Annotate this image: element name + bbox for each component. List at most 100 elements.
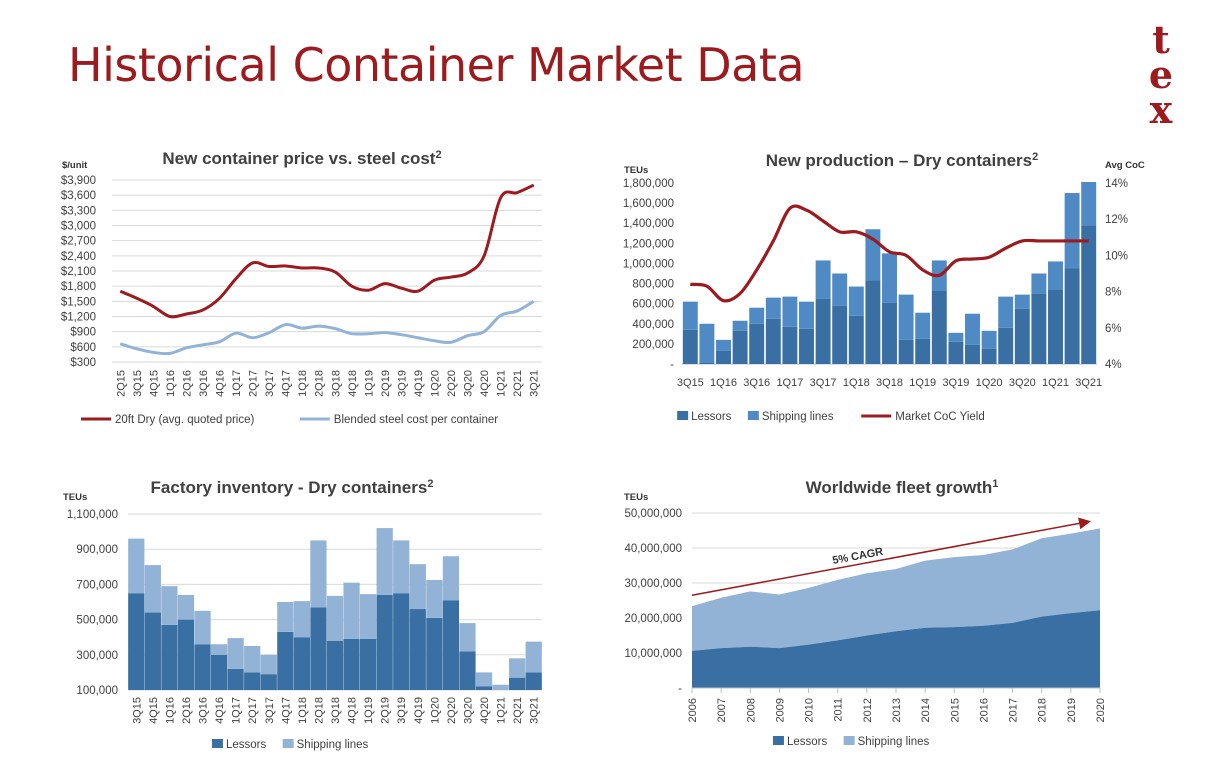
x-tick-label: 3Q20 bbox=[462, 697, 474, 724]
bar-segment bbox=[1031, 273, 1047, 294]
bar-segment bbox=[277, 631, 294, 690]
area-shipping-lines bbox=[692, 528, 1100, 651]
chart-title-superscript: 2 bbox=[427, 478, 433, 490]
legend-swatch bbox=[843, 736, 855, 745]
x-tick-label: 3Q21 bbox=[1075, 377, 1102, 389]
bar-segment bbox=[459, 623, 476, 652]
x-tick-label: 1Q21 bbox=[496, 370, 508, 397]
x-tick-label: 2Q16 bbox=[181, 370, 193, 397]
y-tick-label: 500,000 bbox=[76, 615, 118, 627]
x-tick-label: 2Q15 bbox=[115, 370, 127, 397]
x-tick-label: 2Q21 bbox=[512, 370, 524, 397]
y-tick-label: - bbox=[670, 359, 674, 371]
bar-segment bbox=[475, 686, 493, 690]
bar-segment bbox=[177, 594, 195, 620]
x-tick-label: 3Q20 bbox=[463, 370, 475, 397]
y-tick-label: $1,800 bbox=[61, 281, 96, 293]
y2-tick-label: 6% bbox=[1105, 323, 1122, 335]
chart-title-text: New container price vs. steel cost bbox=[162, 149, 435, 168]
y2-tick-label: 14% bbox=[1105, 178, 1128, 190]
bar-segment bbox=[326, 640, 344, 690]
x-tick-label: 3Q20 bbox=[1009, 377, 1036, 389]
bar-segment bbox=[998, 296, 1014, 328]
bar-segment bbox=[782, 326, 798, 364]
bar-segment bbox=[1064, 193, 1080, 269]
bar-segment bbox=[1064, 268, 1080, 364]
bar-segment bbox=[1081, 225, 1097, 364]
x-tick-label: 1Q20 bbox=[429, 697, 441, 724]
x-tick-label: 4Q15 bbox=[148, 370, 160, 397]
x-tick-label: 1Q18 bbox=[843, 377, 870, 389]
bar-segment bbox=[965, 313, 980, 345]
y-tick-label: $300 bbox=[70, 357, 96, 369]
bar-segment bbox=[815, 260, 831, 299]
x-tick-label: 4Q19 bbox=[413, 370, 425, 397]
chart-title: New production – Dry containers2 bbox=[766, 151, 1039, 170]
x-tick-label: 3Q17 bbox=[264, 697, 276, 724]
x-tick-label: 3Q16 bbox=[198, 370, 210, 397]
x-tick-label: 3Q16 bbox=[743, 377, 770, 389]
bar-segment bbox=[931, 290, 947, 364]
y-tick-label: $900 bbox=[70, 327, 96, 339]
bar-segment bbox=[716, 350, 731, 364]
y-tick-label: 10,000,000 bbox=[624, 648, 682, 660]
bar-segment bbox=[442, 556, 460, 601]
bar-segment bbox=[310, 540, 327, 608]
bar-segment bbox=[882, 253, 897, 303]
y2-tick-label: 12% bbox=[1105, 214, 1128, 226]
x-tick-label: 2014 bbox=[920, 698, 932, 722]
bar-segment bbox=[765, 297, 781, 319]
bar-segment bbox=[144, 565, 161, 613]
bar-segment bbox=[915, 312, 931, 339]
bar-segment bbox=[227, 638, 244, 669]
y-tick-label: $2,100 bbox=[61, 266, 96, 278]
bar-segment bbox=[227, 668, 244, 690]
x-tick-label: 1Q21 bbox=[1042, 377, 1069, 389]
chart-title-text: New production – Dry containers bbox=[766, 151, 1032, 170]
bar-segment bbox=[177, 619, 195, 690]
bar-segment bbox=[393, 540, 410, 594]
legend-swatch bbox=[677, 411, 689, 420]
y-tick-label: 1,100,000 bbox=[67, 509, 118, 521]
x-tick-label: 4Q15 bbox=[148, 697, 160, 724]
bar-segment bbox=[765, 318, 781, 364]
bar-segment bbox=[409, 609, 426, 690]
bar-segment bbox=[1014, 294, 1030, 309]
x-tick-label: 2020 bbox=[1095, 698, 1107, 722]
legend-label: Shipping lines bbox=[858, 736, 930, 748]
x-tick-label: 4Q18 bbox=[347, 370, 359, 397]
y-tick-label: 200,000 bbox=[632, 339, 674, 351]
bar-segment bbox=[360, 638, 377, 690]
y-tick-label: $1,500 bbox=[61, 296, 96, 308]
bar-segment bbox=[815, 298, 831, 364]
y-tick-label: $3,300 bbox=[61, 205, 96, 217]
page-title: Historical Container Market Data bbox=[68, 38, 805, 92]
bar-segment bbox=[749, 307, 765, 324]
bar-segment bbox=[310, 607, 327, 690]
x-tick-label: 1Q18 bbox=[297, 370, 309, 397]
cagr-arrow bbox=[691, 517, 1091, 596]
chart-title: Factory inventory - Dry containers2 bbox=[151, 478, 434, 497]
bar-segment bbox=[260, 654, 277, 675]
y-tick-label: 800,000 bbox=[632, 279, 674, 291]
y-tick-label: 1,000,000 bbox=[623, 258, 674, 270]
bar-segment bbox=[442, 600, 460, 690]
bar-segment bbox=[682, 301, 698, 330]
legend-swatch bbox=[747, 411, 759, 420]
bar-segment bbox=[409, 564, 426, 610]
y-tick-label: $3,000 bbox=[61, 221, 96, 233]
bar-segment bbox=[161, 624, 178, 690]
bar-segment bbox=[981, 330, 997, 349]
bar-segment bbox=[716, 339, 731, 351]
x-tick-label: 1Q17 bbox=[231, 370, 243, 397]
x-tick-label: 2006 bbox=[687, 698, 699, 722]
x-tick-label: 1Q19 bbox=[363, 370, 375, 397]
chart-title-superscript: 1 bbox=[992, 478, 998, 490]
y-tick-label: 1,200,000 bbox=[623, 238, 674, 250]
x-tick-label: 2009 bbox=[774, 698, 786, 722]
bar-segment bbox=[699, 362, 715, 364]
y-tick-label: 30,000,000 bbox=[624, 578, 682, 590]
bar-segment bbox=[832, 273, 848, 306]
factory-inventory-chart: Factory inventory - Dry containers2 TEUs 1… bbox=[63, 478, 542, 751]
x-tick-label: 2017 bbox=[1008, 698, 1020, 722]
